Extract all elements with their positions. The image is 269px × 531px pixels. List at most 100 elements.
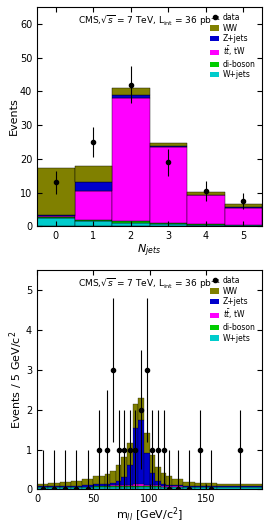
Bar [133, 404, 138, 428]
Bar [82, 479, 93, 485]
Bar [183, 486, 194, 487]
Bar [150, 143, 187, 146]
Bar [150, 224, 187, 226]
Bar [161, 487, 167, 490]
Bar [133, 428, 138, 484]
Bar [82, 487, 93, 490]
Bar [93, 484, 105, 486]
Bar [133, 486, 138, 490]
Bar [48, 483, 59, 486]
Bar [206, 486, 217, 487]
Bar [82, 486, 93, 487]
Bar [127, 486, 133, 490]
Bar [172, 485, 183, 486]
Bar [59, 486, 71, 487]
Bar [116, 465, 121, 481]
Bar [161, 473, 167, 484]
Bar [138, 398, 144, 420]
Bar [150, 486, 155, 490]
Bar [37, 217, 75, 218]
Legend: data, WW, Z+jets, $t\bar{t}$, tW, di-boson, W+jets: data, WW, Z+jets, $t\bar{t}$, tW, di-bos… [208, 11, 258, 82]
Bar [187, 195, 225, 224]
Bar [105, 484, 110, 486]
Bar [48, 486, 59, 487]
Bar [127, 485, 133, 486]
Bar [225, 225, 262, 226]
Y-axis label: Events / 5 GeV/c$^{2}$: Events / 5 GeV/c$^{2}$ [7, 331, 24, 429]
Bar [37, 484, 48, 486]
Bar [82, 485, 93, 486]
Bar [138, 420, 144, 484]
Bar [37, 215, 75, 216]
Text: CMS,$\sqrt{s}$ = 7 TeV, L$_{\rm int}$ = 36 pb$^{-1}$: CMS,$\sqrt{s}$ = 7 TeV, L$_{\rm int}$ = … [78, 13, 221, 28]
Bar [225, 208, 262, 225]
Bar [144, 486, 150, 490]
Bar [116, 485, 121, 486]
Bar [121, 457, 127, 477]
Bar [194, 486, 206, 487]
Bar [172, 479, 183, 485]
Bar [105, 474, 110, 484]
Text: CMS,$\sqrt{s}$ = 7 TeV, L$_{\rm int}$ = 36 pb$^{-1}$: CMS,$\sqrt{s}$ = 7 TeV, L$_{\rm int}$ = … [78, 277, 221, 291]
Bar [75, 219, 112, 221]
Bar [112, 223, 150, 226]
Bar [138, 484, 144, 486]
Bar [172, 486, 183, 487]
Bar [59, 482, 71, 486]
Bar [110, 471, 116, 483]
Bar [167, 487, 172, 490]
Bar [206, 483, 217, 486]
Bar [75, 191, 112, 219]
Bar [155, 485, 161, 486]
Bar [110, 483, 116, 485]
Bar [194, 487, 206, 490]
Bar [225, 204, 262, 207]
Y-axis label: Events: Events [8, 98, 18, 135]
Bar [116, 486, 121, 490]
Bar [225, 207, 262, 208]
Bar [167, 486, 172, 487]
Bar [187, 225, 225, 226]
Bar [144, 485, 150, 486]
Bar [112, 95, 150, 98]
Legend: data, WW, Z+jets, $t\bar{t}$, tW, di-boson, W+jets: data, WW, Z+jets, $t\bar{t}$, tW, di-bos… [208, 274, 258, 345]
Bar [172, 487, 183, 490]
Bar [105, 486, 110, 490]
Bar [161, 484, 167, 486]
Bar [206, 487, 217, 490]
Bar [71, 487, 82, 490]
Bar [71, 486, 82, 487]
Bar [144, 433, 150, 453]
Bar [150, 147, 187, 223]
Bar [93, 486, 105, 490]
Bar [112, 221, 150, 223]
Bar [112, 98, 150, 221]
Bar [155, 467, 161, 481]
Bar [59, 487, 71, 490]
Bar [155, 481, 161, 485]
Bar [217, 484, 262, 486]
Bar [110, 485, 116, 486]
Bar [155, 486, 161, 490]
Bar [183, 487, 194, 490]
Bar [150, 473, 155, 485]
Bar [121, 477, 127, 485]
Bar [37, 218, 75, 226]
Bar [150, 485, 155, 486]
Bar [71, 481, 82, 486]
Bar [75, 183, 112, 191]
Bar [183, 482, 194, 486]
Bar [75, 221, 112, 226]
X-axis label: m$_{ll}$ [GeV/c$^{2}$]: m$_{ll}$ [GeV/c$^{2}$] [116, 506, 183, 524]
Bar [37, 486, 48, 487]
Bar [138, 486, 144, 490]
X-axis label: $N_{jets}$: $N_{jets}$ [137, 243, 162, 259]
Bar [187, 224, 225, 225]
Bar [167, 485, 172, 486]
Bar [93, 476, 105, 484]
Bar [150, 455, 155, 473]
Bar [144, 453, 150, 485]
Bar [110, 486, 116, 490]
Bar [116, 481, 121, 485]
Bar [187, 194, 225, 195]
